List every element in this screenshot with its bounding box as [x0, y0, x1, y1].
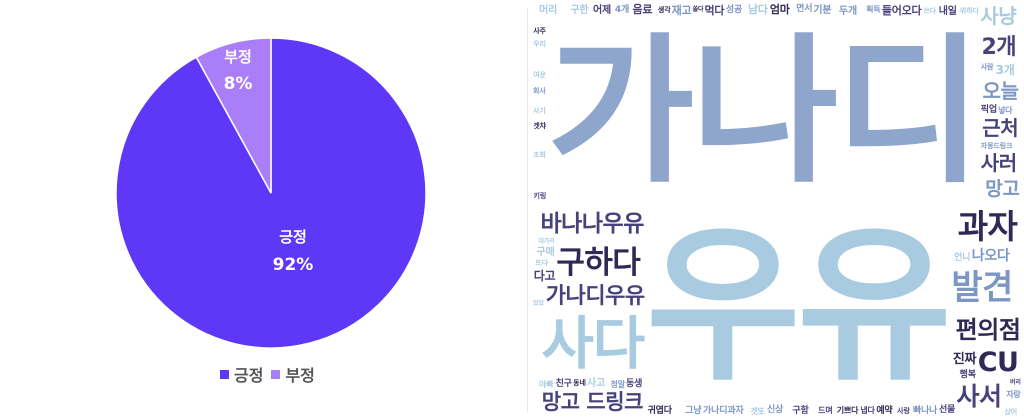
legend-swatch-positive — [220, 369, 229, 379]
word-cloud-word: 남다 — [747, 3, 768, 17]
word-cloud-word: 사러 — [980, 150, 1017, 175]
word-cloud-word: 어제 — [593, 5, 612, 17]
word-cloud-word: 아빠 — [538, 380, 554, 389]
word-cloud-word: 버리 — [1009, 379, 1021, 387]
pie-value-positive: 92% — [273, 255, 314, 275]
word-cloud-word: 겟또 — [750, 406, 765, 416]
word-cloud-word: 음료 — [632, 3, 653, 17]
word-cloud-word: 기분 — [813, 4, 832, 16]
word-cloud-word: 과자 — [957, 206, 1018, 246]
word-cloud-word: 자몽드링크 — [980, 141, 1013, 150]
word-cloud-word: CU — [977, 346, 1019, 378]
word-cloud-word: 다고 — [533, 269, 556, 284]
legend-label-positive: 긍정 — [234, 366, 264, 385]
word-cloud-word: 우리 — [533, 39, 546, 48]
word-cloud-word: 진짜 — [952, 352, 977, 368]
word-cloud-word: 가나디 — [547, 17, 982, 205]
word-cloud-word: 자랑 — [1006, 389, 1021, 399]
word-cloud-word: 빠나나 — [912, 405, 938, 416]
word-cloud-word: 머리 — [539, 5, 558, 17]
word-cloud-word: 쏠다 — [692, 6, 704, 14]
legend-swatch-negative — [271, 369, 281, 379]
word-cloud-word: 사고 — [586, 377, 605, 389]
word-cloud-word: 3개 — [995, 62, 1015, 77]
word-cloud-word: 오늘 — [982, 79, 1019, 104]
word-cloud-word: 언니 — [954, 252, 971, 263]
word-cloud-word: 사주 — [533, 26, 546, 35]
word-cloud-word: 쓰다 — [923, 7, 937, 16]
word-cloud-word: 겟챠 — [533, 121, 546, 130]
word-cloud-word: 그냥 — [685, 405, 702, 416]
pie-legend: 긍정 부정 — [220, 362, 315, 386]
word-cloud-word: 대가리 — [538, 238, 555, 246]
legend-label-negative: 부정 — [285, 366, 315, 385]
word-cloud-word: 사다 — [541, 310, 646, 377]
sentiment-pie-chart: 긍정 92% 부정 8% — [115, 37, 427, 349]
word-cloud-word: 냅다 — [860, 405, 875, 415]
word-cloud-word: 기쁘다 — [836, 406, 859, 416]
word-cloud-word: 사기 — [533, 107, 546, 116]
word-cloud-word: 생각 — [657, 5, 671, 14]
word-cloud-word: 위하다 — [959, 7, 979, 16]
word-cloud-word: 선물 — [938, 405, 956, 416]
pie-label-positive: 긍정 — [279, 228, 307, 246]
word-cloud-word: 망고 — [985, 177, 1020, 200]
word-cloud-word: 들어오다 — [881, 3, 922, 17]
word-cloud-word: 가나디우유 — [545, 284, 645, 310]
word-cloud-word: 편의점 — [955, 316, 1021, 345]
legend-item-positive[interactable]: 긍정 — [220, 362, 263, 386]
word-cloud-word: 내일 — [938, 5, 957, 17]
word-cloud-word: 키링 — [533, 191, 547, 200]
pie-value-negative: 8% — [224, 74, 253, 94]
word-cloud-word: 구한 — [570, 4, 589, 16]
word-cloud-word: 픽업 — [980, 104, 997, 115]
word-cloud-word: 두개 — [839, 5, 858, 17]
word-cloud-word: 샀어 — [1004, 407, 1018, 416]
word-cloud-word: 드며 — [818, 406, 833, 416]
word-cloud-word: 신상 — [766, 405, 784, 416]
panel-divider — [527, 8, 528, 412]
word-cloud-word: 넣다 — [997, 105, 1013, 115]
word-cloud-word: 뜨다 — [535, 259, 549, 268]
word-cloud-word: 재고 — [671, 3, 692, 17]
word-cloud-word: 동생 — [626, 379, 643, 390]
word-cloud-word: 여운 — [533, 71, 546, 80]
word-cloud-word: 면서 — [796, 4, 813, 14]
word-cloud-word: 발견 — [951, 267, 1013, 308]
legend-item-negative[interactable]: 부정 — [271, 362, 315, 386]
pie-slice-negative[interactable] — [195, 37, 272, 194]
word-cloud-word: 먹다 — [704, 3, 725, 17]
word-cloud-word: 바나나우유 — [540, 211, 644, 238]
word-cloud-word: 조회 — [533, 151, 546, 160]
word-cloud-word: 사랑 — [897, 407, 910, 416]
word-cloud-word: 근처 — [982, 116, 1019, 141]
word-cloud-word: 예약 — [876, 405, 893, 416]
word-cloud-word: 행복 — [959, 369, 976, 380]
word-cloud-word: 구하다 — [556, 244, 641, 281]
word-cloud-word: 엄마 — [769, 3, 790, 17]
word-cloud-word: 성공 — [725, 4, 743, 15]
word-cloud-word: 친구 — [555, 378, 572, 389]
word-cloud-word: 가나디과자 — [703, 405, 744, 416]
word-cloud-word: 동네 — [573, 379, 586, 388]
word-cloud-word: 정말 — [610, 379, 626, 389]
word-cloud-word: 우유 — [646, 208, 952, 404]
word-cloud-word: 회사 — [533, 86, 546, 95]
word-cloud-word: 구매 — [536, 246, 555, 258]
word-cloud-word: 획득 — [866, 4, 881, 14]
word-cloud-word: 구함 — [792, 405, 809, 416]
word-cloud-word: 4개 — [614, 5, 630, 16]
word-cloud-word: 었었 — [533, 300, 544, 308]
word-cloud-word: 망고 드링크 — [541, 390, 644, 415]
word-cloud-word: 사서 — [956, 381, 1003, 411]
word-cloud-word: 귀엽다 — [647, 405, 672, 416]
word-cloud-word: 나오다 — [971, 248, 1010, 265]
word-cloud-word: 사람 — [980, 62, 994, 71]
word-cloud-word: 2개 — [981, 34, 1017, 60]
word-cloud-word: 사냥 — [980, 3, 1017, 28]
pie-label-negative: 부정 — [224, 48, 252, 66]
